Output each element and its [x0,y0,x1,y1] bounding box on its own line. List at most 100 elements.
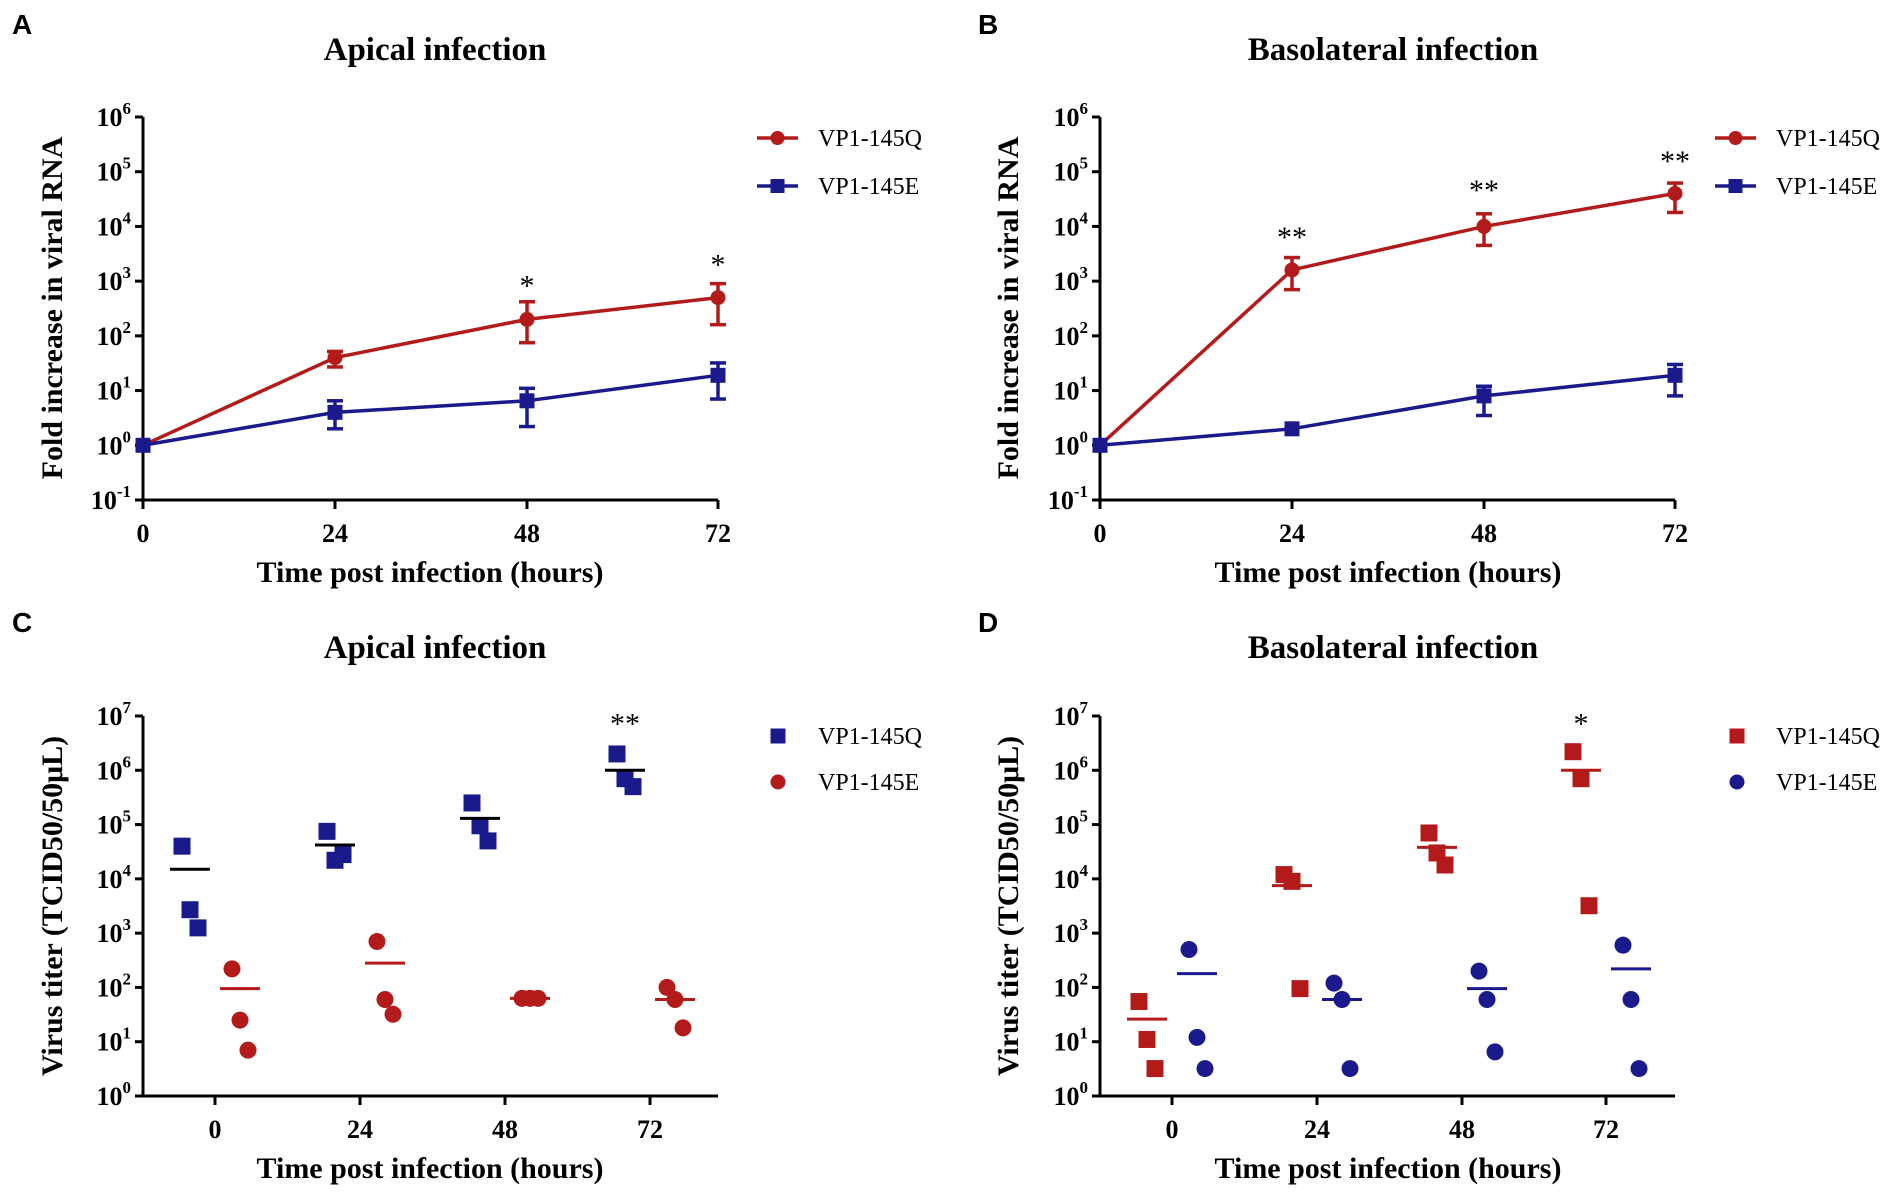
panel-letter: C [12,607,32,638]
data-point [1476,388,1492,404]
y-tick-label: 102 [1054,969,1089,1002]
data-point [1622,990,1640,1008]
x-tick-label: 24 [1279,519,1305,548]
data-point [231,1011,249,1029]
data-point [519,311,535,327]
series-vp1-145e [1092,362,1683,453]
y-tick-label: 106 [97,752,132,785]
x-tick-label: 72 [705,519,731,548]
y-tick-label: 104 [1054,208,1089,241]
data-point [471,817,489,835]
significance-annotation: ** [610,707,640,740]
y-tick-label: 100 [1054,1078,1089,1111]
x-tick-label: 48 [492,1115,518,1144]
x-tick-label: 24 [322,519,348,548]
data-point [1420,824,1438,842]
legend-label: VP1-145E [1776,174,1877,200]
chart-title: Basolateral infection [1248,630,1539,666]
y-axis-label: Virus titer (TCID50/50μL) [36,736,69,1076]
y-tick-label: 105 [97,154,132,187]
data-point [181,901,199,919]
chart-panel-a: A Apical infection 10-1 100 101 102 103 104 105 1… [12,9,922,589]
x-tick-label: 48 [1471,519,1497,548]
data-point [710,367,726,383]
x-axis-label: Time post infection (hours) [257,556,604,589]
significance-annotation: * [520,270,535,303]
data-point [384,1005,402,1023]
data-point [608,745,626,763]
series-line [1099,373,1676,448]
series-line [1098,191,1676,447]
x-axis-label: Time post infection (hours) [1215,1152,1562,1185]
y-tick-label: 102 [1054,318,1089,351]
y-tick-label: 10-1 [1048,482,1088,515]
data-point [1667,367,1683,383]
data-point [1180,940,1198,958]
y-tick-label: 103 [97,263,132,296]
y-tick-label: 102 [97,969,132,1002]
data-point [1564,743,1582,761]
data-point [519,393,535,409]
data-point [463,794,481,812]
y-tick-label: 103 [97,915,132,948]
legend-label: VP1-145Q [818,724,922,750]
chart-panel-b: B Basolateral infection 10-1 100 101 102 103 10… [978,9,1880,589]
y-tick-label: 100 [97,1078,132,1111]
chart-panel-d: D Basolateral infection 100 101 102 103 104 105… [978,607,1880,1185]
y-axis-label: Fold increase in viral RNA [992,136,1025,479]
y-tick-label: 101 [97,373,132,406]
series-vp1-145e [135,361,726,453]
panel-letter: D [978,607,998,638]
y-tick-label: 102 [97,318,132,351]
legend-marker [770,728,786,744]
y-axis-label: Fold increase in viral RNA [36,136,69,479]
x-tick-label: 48 [514,519,540,548]
y-tick-label: 101 [97,1024,132,1057]
data-point [1146,1060,1164,1078]
x-tick-label: 72 [1662,519,1688,548]
y-tick-label: 104 [1054,861,1089,894]
x-tick-label: 0 [137,519,150,548]
data-point [376,990,394,1008]
data-point [1614,936,1632,954]
data-point [1580,897,1598,915]
y-tick-label: 106 [97,99,132,132]
data-point [1291,980,1309,998]
series-vp1-145e [220,933,695,1059]
significance-annotation: ** [1277,221,1307,254]
data-point [318,822,336,840]
data-point [1486,1043,1504,1061]
data-point [1283,872,1301,890]
data-point [135,437,151,453]
data-point [1138,1030,1156,1048]
data-point [1667,185,1683,201]
chart-title: Apical infection [324,32,547,68]
series-vp1-145q [135,281,726,453]
legend-marker [770,131,785,145]
legend-label: VP1-145E [1776,770,1877,796]
x-tick-label: 0 [1094,519,1107,548]
data-point [327,350,343,366]
data-point [1630,1060,1648,1078]
data-point [658,978,676,996]
data-point [1470,962,1488,980]
y-tick-label: 106 [1054,752,1089,785]
y-tick-label: 107 [1054,698,1089,731]
data-point [1572,770,1590,788]
x-tick-label: 48 [1449,1115,1475,1144]
data-point [327,404,343,420]
data-point [1325,974,1343,992]
series-vp1-145q [1127,743,1601,1078]
significance-annotation: ** [1660,145,1690,178]
y-tick-label: 101 [1054,373,1089,406]
y-tick-label: 104 [97,861,132,894]
series-line [142,295,719,447]
y-tick-label: 10-1 [91,482,131,515]
significance-annotation: * [711,248,726,281]
data-point [1341,1060,1359,1078]
x-tick-label: 24 [1304,1115,1330,1144]
y-tick-label: 100 [97,427,132,460]
y-tick-label: 106 [1054,99,1089,132]
data-point [189,919,207,937]
